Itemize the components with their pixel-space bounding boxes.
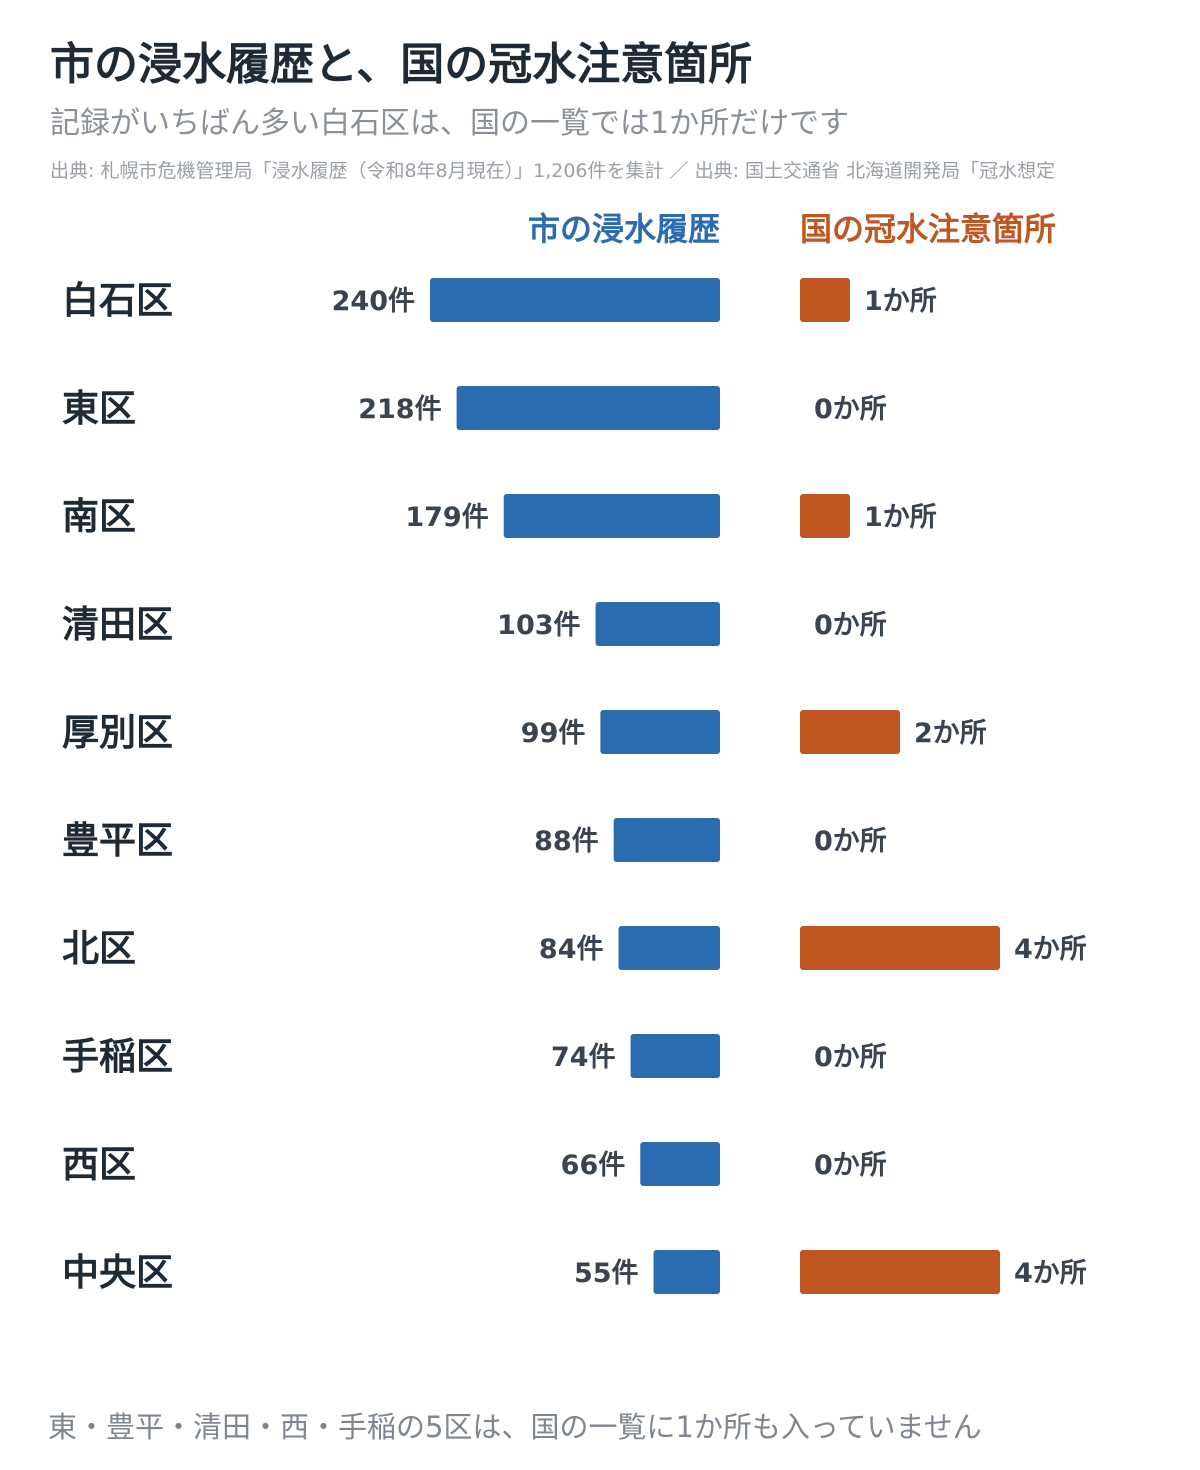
ward-label: 中央区 [62,1251,173,1294]
city-history-value-label: 99件 [521,718,586,749]
ward-label: 北区 [62,927,136,970]
city-history-bar [618,926,720,970]
national-spot-bar [800,926,1000,970]
legend-national-spots: 国の冠水注意箇所 [800,210,1056,248]
city-history-value-label: 88件 [534,826,599,857]
footnote: 東・豊平・清田・西・手稲の5区は、国の一覧に1か所も入っていません [48,1410,982,1444]
chart-subtitle: 記録がいちばん多い白石区は、国の一覧では1か所だけです [50,106,850,141]
source-note: 出典: 札幌市危機管理局「浸水履歴（令和8年8月現在）」1,206件を集計 ／ … [50,160,1056,182]
city-history-bar [430,278,720,322]
national-spot-value-label: 4か所 [1014,934,1087,965]
ward-label: 南区 [62,495,136,538]
ward-label: 手稲区 [62,1035,173,1078]
national-spot-value-label: 1か所 [864,502,937,533]
chart-title: 市の浸水履歴と、国の冠水注意箇所 [50,39,753,90]
ward-label: 清田区 [62,603,173,646]
city-history-value-label: 103件 [497,610,580,641]
national-spot-value-label: 4か所 [1014,1258,1087,1289]
legend-city-history: 市の浸水履歴 [528,210,720,248]
national-spot-bar [800,278,850,322]
city-history-bar [630,1034,720,1078]
city-history-value-label: 179件 [405,502,488,533]
ward-label: 西区 [62,1143,136,1186]
city-history-bar [595,602,720,646]
national-spot-value-label: 2か所 [914,718,987,749]
ward-label: 白石区 [62,279,173,322]
city-history-bar [640,1142,720,1186]
national-spot-bar [800,1250,1000,1294]
national-spot-value-label: 1か所 [864,286,937,317]
city-history-value-label: 84件 [539,934,604,965]
ward-label: 東区 [62,387,136,430]
city-history-bar [613,818,720,862]
national-spot-value-label: 0か所 [814,1150,887,1181]
city-history-value-label: 74件 [551,1042,616,1073]
national-spot-value-label: 0か所 [814,1042,887,1073]
national-spot-bar [800,494,850,538]
city-history-value-label: 55件 [574,1258,639,1289]
ward-label: 厚別区 [62,711,173,754]
city-history-value-label: 240件 [332,286,415,317]
national-spot-value-label: 0か所 [814,610,887,641]
national-spot-value-label: 0か所 [814,394,887,425]
ward-label: 豊平区 [62,819,173,862]
city-history-bar [653,1250,720,1294]
city-history-value-label: 66件 [561,1150,626,1181]
city-history-value-label: 218件 [358,394,441,425]
national-spot-value-label: 0か所 [814,826,887,857]
city-history-bar [456,386,720,430]
national-spot-bar [800,710,900,754]
city-history-bar [600,710,720,754]
city-history-bar [503,494,720,538]
